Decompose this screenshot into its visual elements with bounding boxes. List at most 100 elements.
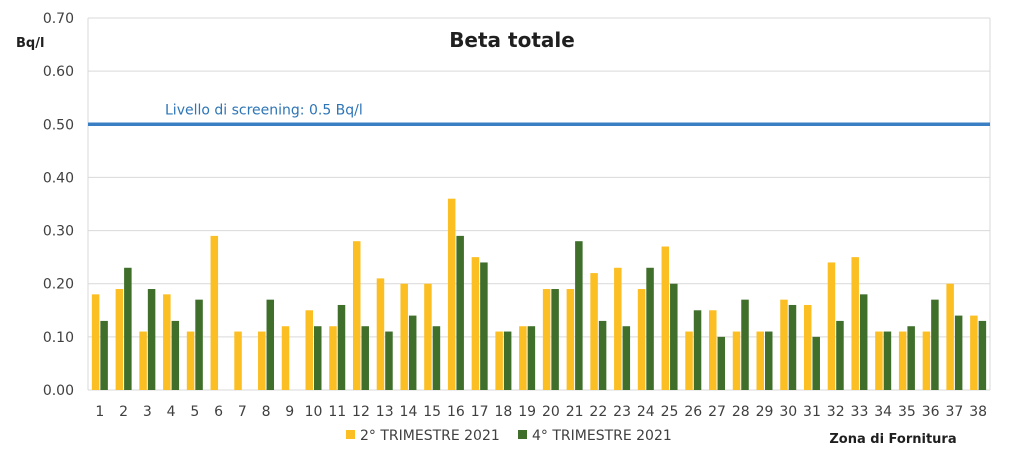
bar-series1-zone-8 <box>258 331 266 390</box>
x-tick-label: 27 <box>708 404 726 420</box>
x-tick-label: 30 <box>779 404 797 420</box>
x-tick-label: 18 <box>494 404 512 420</box>
y-tick-label: 0.50 <box>43 117 74 133</box>
x-tick-label: 7 <box>238 404 247 420</box>
y-tick-label: 0.70 <box>43 11 74 27</box>
x-tick-label: 29 <box>756 404 774 420</box>
bar-series2-zone-36 <box>931 299 939 390</box>
x-tick-label: 24 <box>637 404 655 420</box>
x-tick-label: 19 <box>518 404 536 420</box>
x-tick-label: 5 <box>190 404 199 420</box>
x-tick-label: 2 <box>119 404 128 420</box>
bar-series2-zone-14 <box>408 315 417 390</box>
x-tick-label: 35 <box>898 404 916 420</box>
bar-series1-zone-25 <box>661 246 670 390</box>
bar-series2-zone-15 <box>432 326 441 390</box>
bar-series2-zone-37 <box>954 315 963 390</box>
x-tick-label: 14 <box>400 404 418 420</box>
bar-series1-zone-3 <box>139 331 147 390</box>
x-tick-label: 37 <box>945 404 963 420</box>
x-tick-label: 38 <box>969 404 987 420</box>
x-tick-label: 3 <box>143 404 152 420</box>
x-tick-label: 32 <box>827 404 845 420</box>
bar-series1-zone-31 <box>803 304 812 390</box>
y-tick-label: 0.40 <box>43 170 74 186</box>
bar-series2-zone-29 <box>765 331 773 390</box>
bars <box>91 198 987 390</box>
legend-label-series1: 2° TRIMESTRE 2021 <box>360 428 500 444</box>
legend-label-series2: 4° TRIMESTRE 2021 <box>532 428 672 444</box>
bar-series2-zone-35 <box>907 326 915 390</box>
bar-series2-zone-20 <box>551 289 559 390</box>
x-tick-label: 10 <box>305 404 323 420</box>
bar-series2-zone-17 <box>480 262 488 390</box>
legend-swatch-series2 <box>518 430 527 439</box>
x-tick-label: 15 <box>423 404 441 420</box>
y-tick-label: 0.20 <box>43 277 74 293</box>
bar-series1-zone-19 <box>519 326 527 390</box>
x-axis-label: Zona di Fornitura <box>829 432 956 447</box>
bar-series2-zone-10 <box>314 326 322 390</box>
bar-series1-zone-11 <box>329 326 337 390</box>
bar-series2-zone-2 <box>124 267 132 390</box>
y-tick-label: 0.30 <box>43 224 74 240</box>
bar-series1-zone-18 <box>495 331 503 390</box>
bar-series2-zone-16 <box>456 235 464 390</box>
x-tick-label: 11 <box>328 404 346 420</box>
bar-series1-zone-13 <box>376 278 385 390</box>
bar-series1-zone-1 <box>91 294 100 390</box>
x-tick-label: 22 <box>589 404 607 420</box>
x-tick-label: 13 <box>376 404 394 420</box>
bar-series1-zone-2 <box>115 289 124 390</box>
y-tick-label: 0.10 <box>43 330 74 346</box>
x-tick-label: 20 <box>542 404 560 420</box>
bar-series1-zone-14 <box>400 283 408 390</box>
x-tick-label: 12 <box>352 404 370 420</box>
bar-series1-zone-38 <box>970 315 978 390</box>
bar-series1-zone-28 <box>732 331 741 390</box>
bar-series2-zone-11 <box>337 304 346 390</box>
bar-series1-zone-33 <box>851 257 859 390</box>
reference-line-group: Livello di screening: 0.5 Bq/l <box>88 102 990 127</box>
bar-series2-zone-8 <box>266 299 275 390</box>
bar-series2-zone-12 <box>361 326 369 390</box>
bar-series1-zone-12 <box>352 241 361 390</box>
bar-series2-zone-23 <box>622 326 631 390</box>
x-tick-label: 34 <box>874 404 892 420</box>
bar-series2-zone-19 <box>527 326 536 390</box>
bar-series1-zone-35 <box>898 331 907 390</box>
y-tick-label: 0.60 <box>43 64 74 80</box>
bar-series1-zone-34 <box>875 331 883 390</box>
bar-series2-zone-30 <box>788 304 797 390</box>
bar-series2-zone-34 <box>883 331 892 390</box>
bar-series1-zone-32 <box>827 262 836 390</box>
x-tick-label: 17 <box>471 404 489 420</box>
x-tick-label: 1 <box>95 404 104 420</box>
bar-series2-zone-26 <box>693 310 702 390</box>
screening-annotation: Livello di screening: 0.5 Bq/l <box>165 102 363 118</box>
bar-series2-zone-31 <box>812 336 820 390</box>
bar-series1-zone-7 <box>234 331 242 390</box>
bar-series1-zone-20 <box>542 289 551 390</box>
x-tick-label: 9 <box>285 404 294 420</box>
x-tick-label: 25 <box>661 404 679 420</box>
x-tick-label: 16 <box>447 404 465 420</box>
bar-series2-zone-3 <box>147 289 156 390</box>
x-tick-label: 36 <box>922 404 940 420</box>
bar-series2-zone-1 <box>100 320 108 390</box>
bar-series2-zone-38 <box>978 320 987 390</box>
bar-series2-zone-27 <box>717 336 726 390</box>
legend: 2° TRIMESTRE 2021 4° TRIMESTRE 2021 <box>346 428 672 444</box>
bar-series1-zone-36 <box>922 331 931 390</box>
bar-series1-zone-6 <box>210 235 219 390</box>
y-tick-labels: 0.00 0.10 0.20 0.30 0.40 0.50 0.60 0.70 <box>43 11 74 399</box>
bar-series1-zone-17 <box>471 257 480 390</box>
chart-title: Beta totale <box>449 28 575 52</box>
bar-series1-zone-26 <box>685 331 693 390</box>
y-axis-label: Bq/l <box>16 36 44 51</box>
bar-series2-zone-22 <box>598 320 607 390</box>
bar-series1-zone-15 <box>424 283 432 390</box>
x-tick-label: 26 <box>684 404 702 420</box>
bar-series1-zone-22 <box>590 273 598 390</box>
